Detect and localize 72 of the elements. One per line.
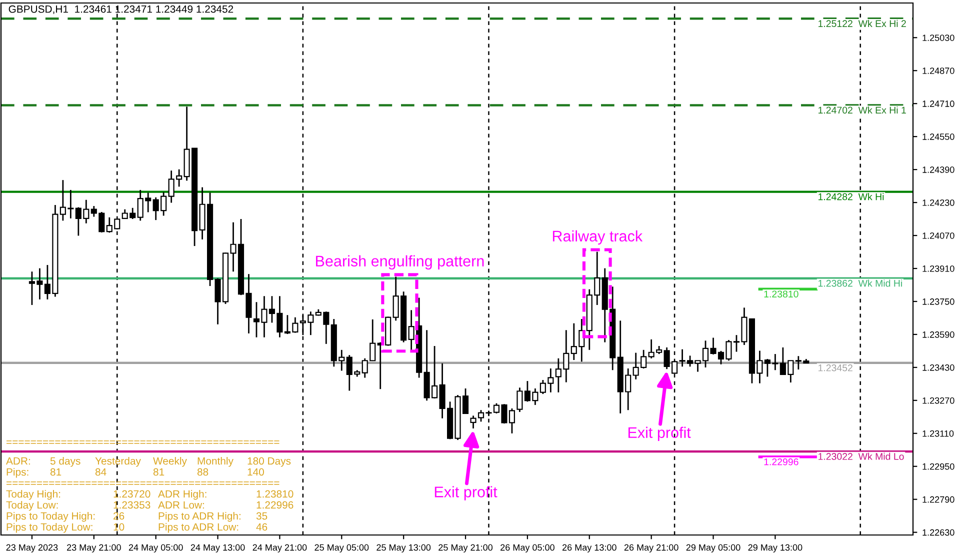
y-tick-label: 1.24070 [922, 232, 954, 239]
candlestick [516, 386, 523, 413]
annotation: Pips to ADR High: [158, 512, 240, 522]
y-tick-label: 1.23590 [922, 331, 954, 338]
annotation: 46 [256, 523, 268, 531]
annotation: Pips to Today High: [6, 512, 95, 522]
ref-line-label: 1.23452 [818, 364, 852, 372]
y-tick-label: 1.23270 [922, 397, 954, 404]
y-tick-label: 1.24230 [922, 199, 954, 206]
x-tick-label: 24 May 21:00 [252, 544, 307, 552]
y-tick-label: 1.22950 [922, 463, 954, 470]
annotation: 26 [114, 512, 124, 520]
annotation: 1.23720 [114, 490, 150, 498]
annotation: 10 [114, 523, 124, 531]
y-tick-label: 1.23110 [922, 430, 954, 437]
annotation: 140 [248, 468, 264, 476]
annotation: Railway track [552, 230, 643, 245]
ref-line-label: 1.23862 Wk Mid Hi [818, 280, 902, 287]
annotation: Pips to Today Low: [6, 523, 92, 533]
annotation: Today Low: [6, 501, 58, 511]
annotation: Monthly [198, 457, 234, 467]
annotation: Pips: [6, 468, 28, 478]
annotation: Today High: [6, 490, 60, 500]
chart-title: GBPUSD,H1 1.23461 1.23471 1.23449 1.23452 [8, 5, 234, 14]
x-tick-label: 24 May 05:00 [128, 544, 183, 552]
annotation: 1.23810 [256, 490, 294, 498]
annotation: 88 [197, 468, 208, 476]
y-tick-label: 1.23910 [922, 265, 954, 272]
ref-line-label: 1.22996 [764, 458, 798, 466]
annotation: 1.23353 [114, 501, 150, 509]
ref-line-label: 1.25122 Wk Ex Hi 2 [818, 20, 906, 28]
y-tick-label: 1.25030 [922, 34, 954, 41]
y-tick-label: 1.22790 [922, 496, 954, 503]
x-tick-label: 24 May 13:00 [190, 544, 245, 552]
ref-line-label: 1.24702 Wk Ex Hi 1 [818, 106, 906, 114]
annotation: 35 [256, 512, 268, 520]
y-tick-label: 1.22630 [922, 529, 954, 536]
annotation: ============================================= [6, 481, 280, 485]
ref-line-label: 1.23810 [764, 290, 798, 298]
x-tick-label: 23 May 21:00 [67, 544, 121, 552]
annotation: 5 days [50, 457, 80, 467]
y-tick-label: 1.24870 [922, 68, 954, 74]
x-tick-label: 25 May 05:00 [314, 544, 369, 552]
y-tick-label: 1.23430 [922, 364, 954, 371]
x-tick-label: 26 May 05:00 [500, 544, 554, 552]
annotation: 1.22996 [256, 501, 294, 509]
annotation: 180 Days [248, 457, 291, 467]
x-tick-label: 25 May 13:00 [376, 544, 431, 552]
annotation: Bearish engulfing pattern [316, 255, 484, 270]
annotation: Exit profit [628, 426, 691, 442]
ref-line-label: 1.23022 Wk Mid Lo [818, 452, 904, 460]
y-tick-label: 1.24390 [922, 166, 954, 173]
annotation: ADR Low: [158, 501, 204, 509]
annotation: 81 [50, 468, 62, 476]
x-tick-label: 25 May 21:00 [438, 544, 493, 552]
y-tick-label: 1.23750 [922, 298, 954, 305]
ref-line-label: 1.24282 Wk Hi [818, 193, 884, 200]
y-tick-label: 1.24710 [922, 100, 954, 107]
x-tick-label: 26 May 13:00 [562, 544, 616, 552]
x-tick-label: 23 May 2023 [6, 544, 58, 552]
x-tick-label: 26 May 21:00 [624, 544, 678, 552]
annotation: 84 [95, 468, 106, 476]
annotation: Weekly [153, 457, 187, 467]
annotation: ADR High: [158, 490, 206, 500]
annotation: Pips to ADR Low: [158, 523, 238, 533]
annotation: ADR: [6, 457, 30, 465]
annotation: Exit profit [434, 486, 498, 500]
x-tick-label: 29 May 13:00 [748, 544, 802, 552]
y-tick-label: 1.24550 [922, 134, 954, 140]
annotation: 81 [153, 468, 164, 476]
annotation: Yesterday [95, 457, 141, 467]
x-tick-label: 29 May 05:00 [686, 544, 740, 552]
